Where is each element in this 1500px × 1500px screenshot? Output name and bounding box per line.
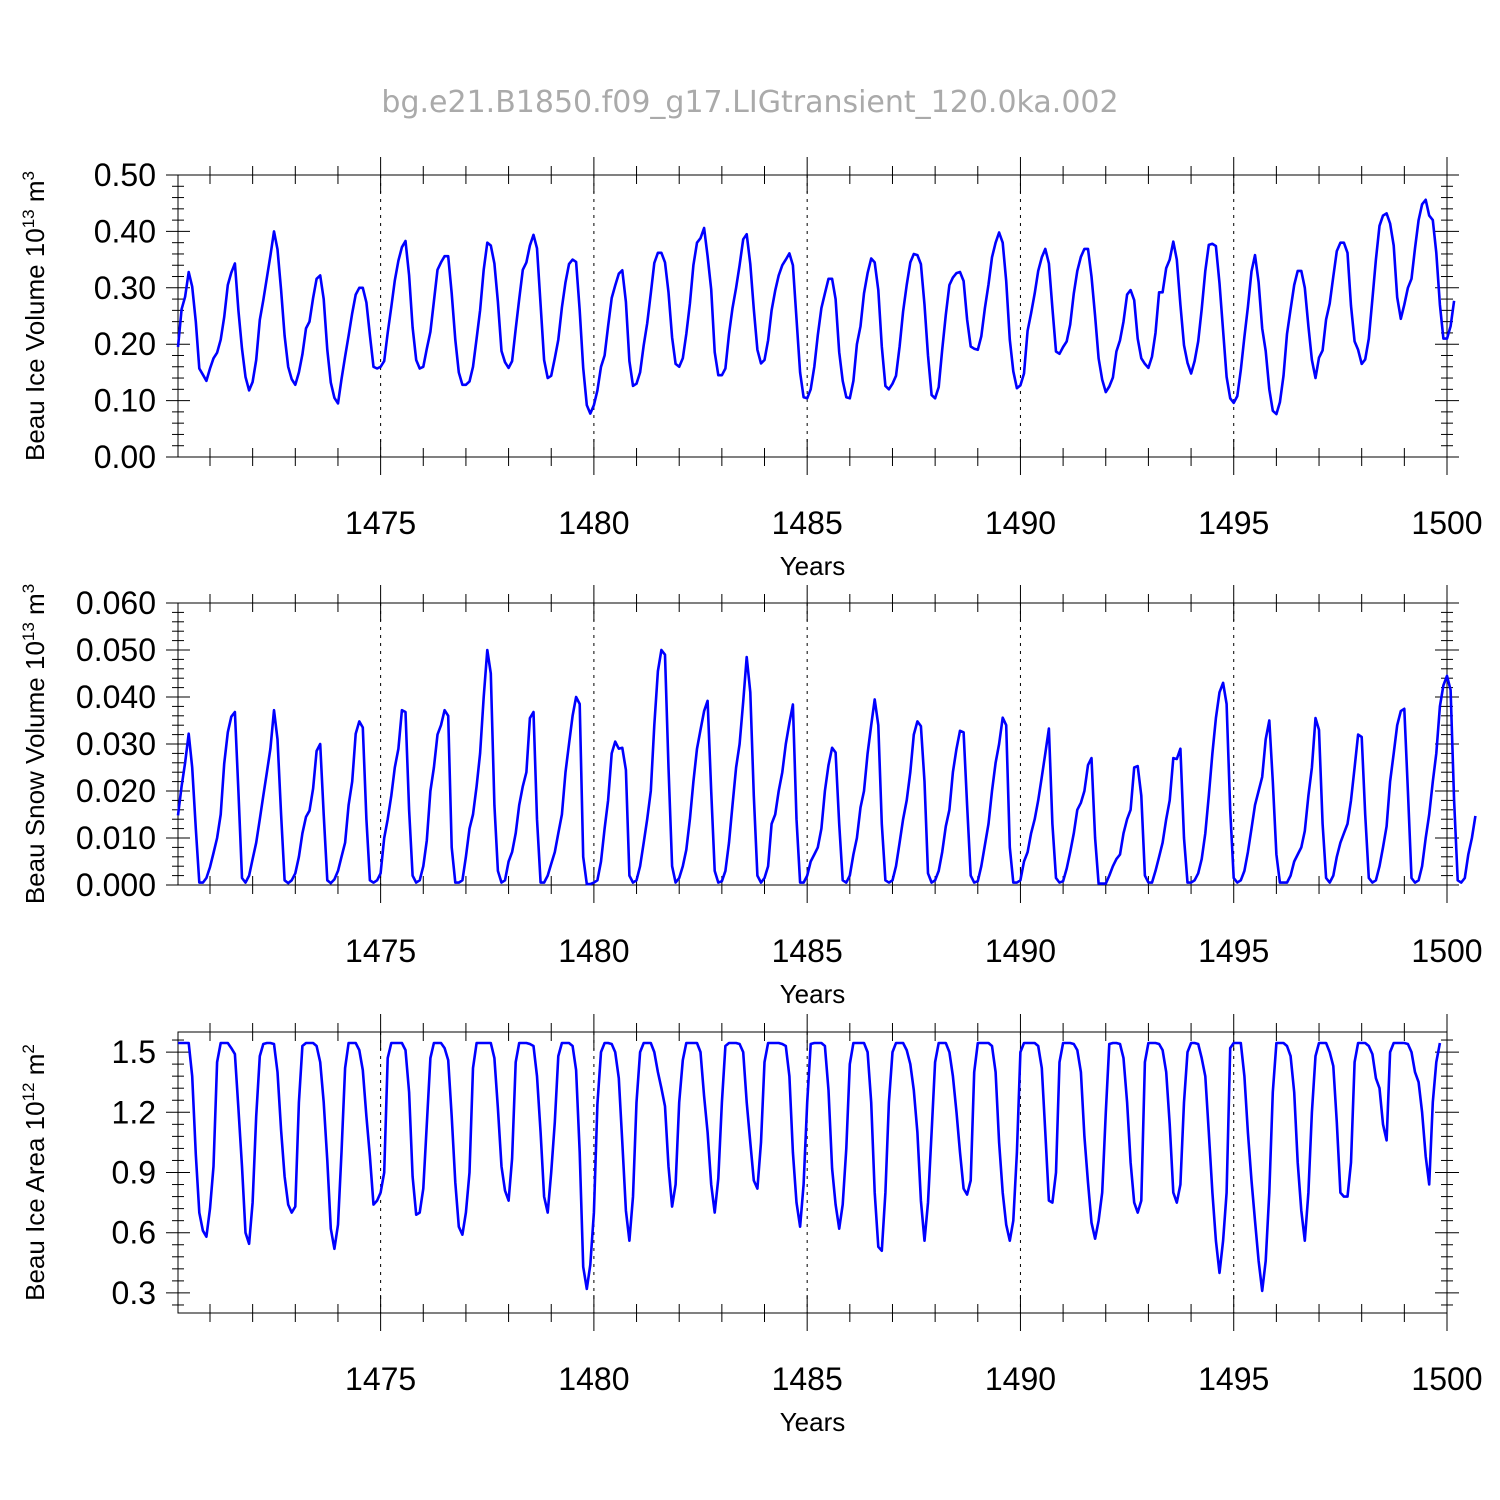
y-tick-label: 0.6 [112, 1215, 156, 1251]
x-tick-label: 1500 [1411, 505, 1482, 541]
series-line [176, 198, 1456, 416]
y-tick-label: 0.30 [94, 270, 156, 306]
x-tick-label: 1480 [558, 933, 629, 969]
figure-title: bg.e21.B1850.f09_g17.LIGtransient_120.0k… [381, 85, 1118, 120]
y-axis-title-exponent: 13 [19, 622, 38, 641]
y-tick-label: 0.040 [76, 679, 156, 715]
x-tick-label: 1495 [1198, 933, 1269, 969]
x-tick-label: 1485 [772, 505, 843, 541]
y-axis-title-unit: m [20, 593, 50, 622]
x-tick-label: 1485 [772, 933, 843, 969]
x-tick-label: 1480 [558, 1361, 629, 1397]
x-tick-label: 1490 [985, 1361, 1056, 1397]
y-axis-title-exponent: 13 [19, 209, 38, 228]
y-axis-title-unit: m [20, 180, 50, 209]
panels: 0.00 0.10 0.20 0.30 0.40 0.50 1475 1480 1485 1490… [19, 157, 1483, 1437]
y-tick-label: 0.9 [112, 1155, 156, 1191]
plot-frame [177, 174, 1448, 458]
y-axis-title-text: Beau Snow Volume 10 [20, 641, 50, 904]
y-tick-label: 0.20 [94, 326, 156, 362]
y-axis-title-exponent: 12 [19, 1082, 38, 1101]
x-tick-label: 1475 [345, 505, 416, 541]
y-axis-title: Beau Ice Volume 1013 m3 [19, 171, 50, 461]
chart-panel-2: 0.000 0.010 0.020 0.030 0.040 0.050 0.060 1475 1… [19, 584, 1483, 1009]
y-axis-title-text: Beau Ice Area 10 [20, 1101, 50, 1300]
x-tick-label: 1485 [772, 1361, 843, 1397]
x-tick-label: 1495 [1198, 505, 1269, 541]
x-tick-label: 1475 [345, 933, 416, 969]
y-axis-title-unit: m [20, 1054, 50, 1083]
x-tick-label: 1475 [345, 1361, 416, 1397]
y-tick-label: 0.00 [94, 439, 156, 475]
x-tick-label: 1500 [1411, 1361, 1482, 1397]
chart-panel-1: 0.00 0.10 0.20 0.30 0.40 0.50 1475 1480 1485 1490… [19, 157, 1483, 581]
y-axis-title: Beau Snow Volume 1013 m3 [19, 584, 50, 904]
y-tick-label: 0.000 [76, 867, 156, 903]
x-axis-title: Years [780, 1407, 846, 1437]
y-tick-label: 0.010 [76, 820, 156, 856]
y-tick-label: 0.3 [112, 1275, 156, 1311]
y-tick-label: 1.5 [112, 1034, 156, 1070]
y-axis-title-unit-exponent: 3 [19, 171, 38, 180]
y-tick-label: 0.50 [94, 157, 156, 193]
chart-panel-3: 0.3 0.6 0.9 1.2 1.5 1475 1480 1485 1490 1495 1500 Y… [19, 1014, 1483, 1437]
x-tick-label: 1480 [558, 505, 629, 541]
y-tick-label: 0.40 [94, 213, 156, 249]
x-tick-label: 1490 [985, 933, 1056, 969]
y-axis-title-unit-exponent: 3 [19, 584, 38, 593]
y-tick-label: 0.030 [76, 726, 156, 762]
x-axis-title: Years [780, 551, 846, 581]
y-tick-label: 0.050 [76, 632, 156, 668]
x-tick-label: 1490 [985, 505, 1056, 541]
y-axis-title: Beau Ice Area 1012 m2 [19, 1044, 50, 1301]
x-axis-title: Years [780, 979, 846, 1009]
y-tick-label: 1.2 [112, 1094, 156, 1130]
series-line [176, 648, 1477, 886]
y-tick-label: 0.060 [76, 585, 156, 621]
x-tick-label: 1500 [1411, 933, 1482, 969]
y-tick-label: 0.10 [94, 383, 156, 419]
x-tick-label: 1495 [1198, 1361, 1269, 1397]
y-tick-label: 0.020 [76, 773, 156, 809]
series-line [178, 1041, 1442, 1293]
y-axis-title-text: Beau Ice Volume 10 [20, 228, 50, 461]
y-axis-title-unit-exponent: 2 [19, 1044, 38, 1053]
